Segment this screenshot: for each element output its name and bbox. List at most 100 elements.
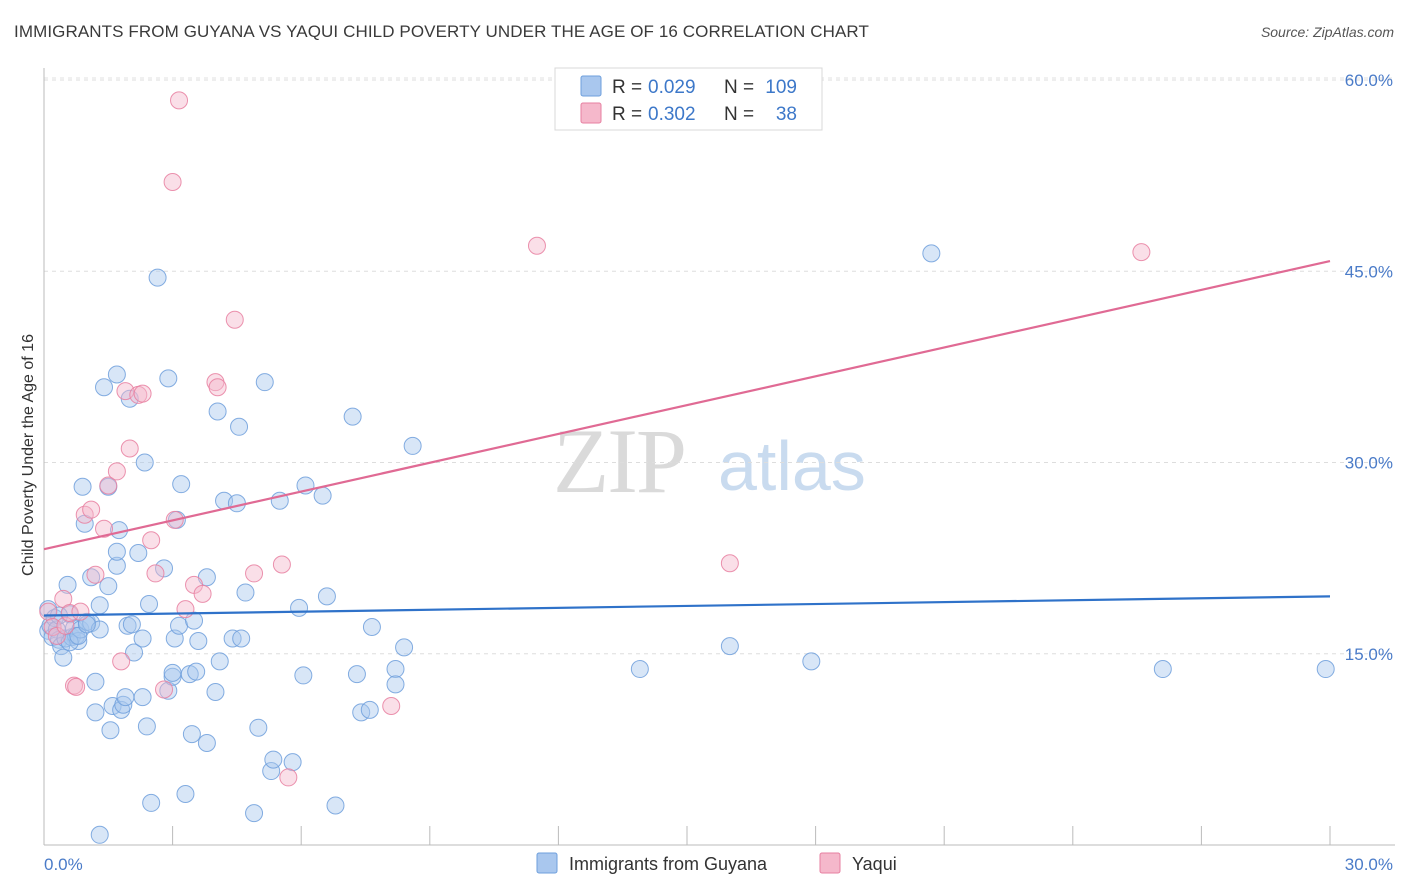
legend-swatch-yaqui	[580, 102, 602, 124]
point-yaqui-10	[82, 500, 101, 519]
point-guyana-102	[90, 825, 109, 844]
point-yaqui-33	[272, 555, 291, 574]
trend-lines	[43, 259, 1331, 617]
point-guyana-88	[347, 665, 366, 684]
point-guyana-40	[125, 643, 144, 662]
point-guyana-17	[73, 477, 92, 496]
watermark-atlas: atlas	[718, 427, 866, 505]
point-guyana-32	[107, 556, 126, 575]
point-guyana-101	[1316, 660, 1335, 679]
y-tick-label-60: 60.0%	[1345, 71, 1393, 90]
y-tick-label-45: 45.0%	[1345, 262, 1393, 281]
point-guyana-22	[86, 672, 105, 691]
point-guyana-75	[249, 718, 268, 737]
point-yaqui-7	[67, 677, 86, 696]
point-yaqui-35	[382, 697, 401, 716]
bottom-legend: Immigrants from Guyana Yaqui	[536, 852, 897, 874]
point-guyana-8	[54, 648, 73, 667]
point-guyana-41	[129, 544, 148, 563]
point-yaqui-30	[208, 378, 227, 397]
point-guyana-52	[163, 667, 182, 686]
point-guyana-71	[230, 417, 249, 436]
scatter-points	[39, 91, 1335, 844]
point-yaqui-17	[120, 439, 139, 458]
point-guyana-10	[58, 575, 77, 594]
legend-swatch-guyana	[580, 75, 602, 97]
bottom-legend-label-yaqui: Yaqui	[852, 854, 897, 874]
legend-n-label-yaqui: N =	[724, 104, 754, 125]
point-yaqui-0	[39, 602, 58, 621]
point-guyana-43	[133, 629, 152, 648]
point-guyana-29	[101, 721, 120, 740]
point-yaqui-25	[170, 91, 189, 110]
legend-r-value-yaqui: 0.302	[648, 104, 696, 125]
point-yaqui-28	[193, 584, 212, 603]
legend-n-value-guyana: 109	[765, 77, 797, 98]
legend-n-label-guyana: N =	[724, 77, 754, 98]
point-guyana-94	[395, 638, 414, 657]
point-guyana-74	[245, 804, 264, 823]
point-guyana-26	[95, 378, 114, 397]
point-guyana-72	[232, 629, 251, 648]
point-guyana-55	[170, 616, 189, 635]
point-guyana-92	[386, 660, 405, 679]
point-guyana-31	[107, 365, 126, 384]
point-guyana-46	[140, 595, 159, 614]
point-yaqui-14	[107, 462, 126, 481]
point-guyana-67	[210, 652, 229, 671]
legend-n-value-yaqui: 38	[776, 104, 797, 125]
point-guyana-82	[294, 666, 313, 685]
point-guyana-107	[122, 615, 141, 634]
point-guyana-85	[317, 587, 336, 606]
point-guyana-66	[208, 402, 227, 421]
point-guyana-49	[155, 559, 174, 578]
point-yaqui-32	[245, 564, 264, 583]
point-yaqui-8	[71, 602, 90, 621]
point-yaqui-21	[146, 564, 165, 583]
point-yaqui-22	[155, 680, 174, 699]
point-guyana-95	[403, 436, 422, 455]
point-guyana-23	[86, 703, 105, 722]
point-guyana-80	[283, 753, 302, 772]
point-yaqui-36	[527, 236, 546, 255]
point-guyana-61	[187, 662, 206, 681]
point-yaqui-12	[95, 519, 114, 538]
trend-line-guyana	[43, 595, 1331, 617]
point-guyana-87	[343, 407, 362, 426]
point-guyana-56	[172, 475, 191, 494]
point-guyana-48	[148, 268, 167, 287]
point-guyana-36	[114, 695, 133, 714]
gridlines	[44, 77, 1395, 655]
point-guyana-81	[290, 598, 309, 617]
point-guyana-70	[227, 494, 246, 513]
point-guyana-33	[107, 542, 126, 561]
point-yaqui-19	[133, 384, 152, 403]
x-tick-label-min: 0.0%	[44, 855, 83, 874]
point-guyana-42	[133, 688, 152, 707]
x-tick-labels: 0.0% 30.0%	[44, 855, 1393, 874]
point-guyana-100	[1153, 660, 1172, 679]
y-tick-label-30: 30.0%	[1345, 454, 1393, 473]
point-guyana-99	[922, 244, 941, 263]
point-guyana-90	[360, 700, 379, 719]
axes	[43, 68, 1395, 846]
point-guyana-24	[90, 596, 109, 615]
bottom-legend-label-guyana: Immigrants from Guyana	[569, 854, 768, 874]
legend-r-label-yaqui: R =	[612, 104, 642, 125]
point-yaqui-31	[225, 310, 244, 329]
chart-title: IMMIGRANTS FROM GUYANA VS YAQUI CHILD PO…	[14, 22, 869, 41]
point-guyana-65	[206, 683, 225, 701]
legend-r-label-guyana: R =	[612, 77, 642, 98]
point-guyana-77	[262, 762, 281, 781]
point-guyana-37	[116, 688, 135, 707]
point-yaqui-23	[163, 173, 182, 191]
chart-source: Source: ZipAtlas.com	[1260, 24, 1394, 40]
point-guyana-45	[137, 717, 156, 736]
point-yaqui-20	[142, 531, 161, 550]
point-guyana-108	[163, 663, 182, 682]
point-guyana-28	[99, 577, 118, 596]
point-guyana-98	[802, 652, 821, 671]
point-yaqui-37	[720, 554, 739, 573]
point-yaqui-38	[1132, 243, 1151, 262]
